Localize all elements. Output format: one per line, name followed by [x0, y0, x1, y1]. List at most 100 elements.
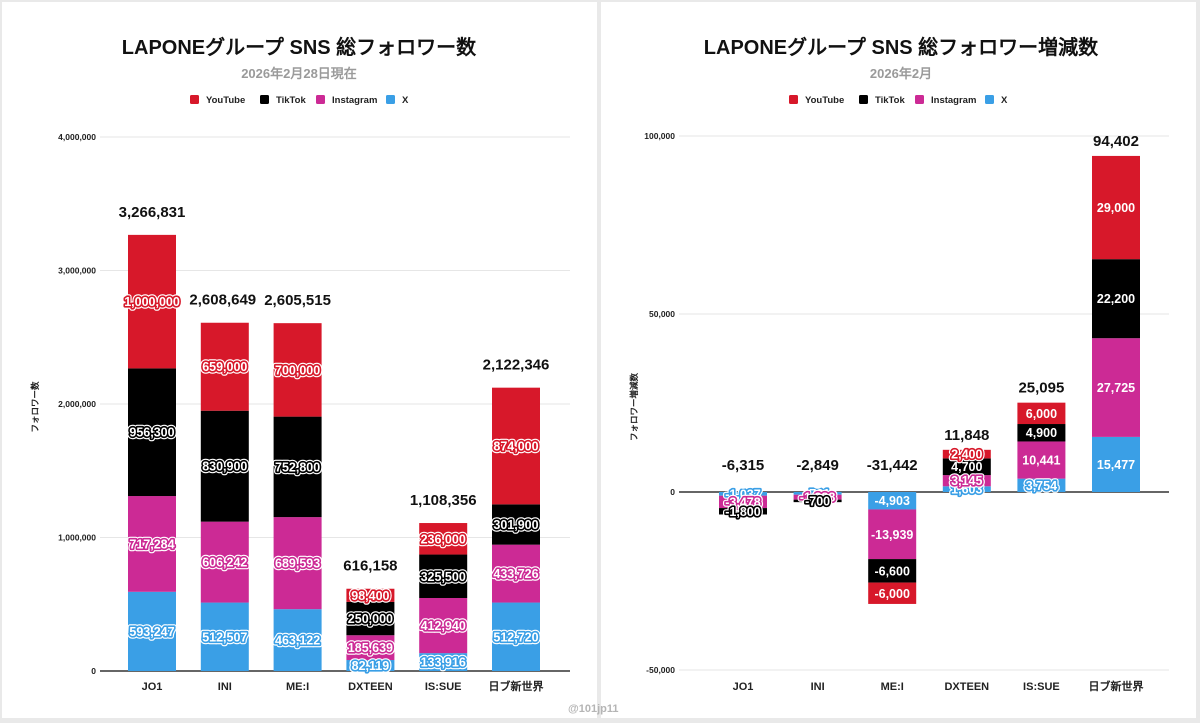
bar-segment-instagram — [273, 517, 322, 610]
bars — [128, 234, 540, 671]
x-category-label: ME:I — [881, 681, 904, 693]
bar-segment-tiktok — [942, 458, 991, 476]
data-label-youtube: 236,000 — [421, 532, 466, 546]
data-label-tiktok: 250,000 — [348, 612, 393, 626]
data-label-halo: 412,940 — [421, 619, 466, 633]
bar-segment-instagram — [793, 494, 842, 500]
legend-swatch — [985, 95, 994, 104]
total-label: -6,315 — [722, 457, 765, 474]
bar-stack-jo1 — [719, 492, 767, 515]
bar-segment-x — [1017, 478, 1066, 492]
bar-segment-youtube — [1017, 402, 1066, 425]
total-label: 11,848 — [944, 427, 989, 444]
bar-stack-ini — [200, 322, 249, 671]
y-tick-label: 100,000 — [644, 131, 675, 141]
data-label-tiktok: -1,800 — [725, 505, 760, 519]
y-tick-label: 50,000 — [649, 309, 675, 319]
y-tick-label: 0 — [91, 666, 96, 676]
data-label-x: 3,754 — [1026, 479, 1057, 493]
total-label: 25,095 — [1018, 380, 1064, 397]
bar-segment-youtube — [346, 588, 395, 602]
bar-stack-me-i — [273, 323, 322, 671]
bar-segment-tiktok — [1017, 424, 1066, 442]
data-label-halo: 250,000 — [348, 612, 393, 626]
data-label-x: -761 — [805, 487, 830, 501]
chart-panel-follower-change: LAPONEグループ SNS 総フォロワー増減数 2026年2月 YouTube… — [601, 2, 1196, 718]
bar-segment-x — [793, 492, 842, 495]
data-label-halo: 1,000,000 — [124, 295, 180, 309]
bar-segment-tiktok — [419, 554, 468, 598]
x-category-label: ME:I — [286, 681, 309, 693]
data-label-halo: 3,754 — [1026, 479, 1057, 493]
data-label-halo: 433,726 — [493, 567, 538, 581]
data-label-instagram: -3,478 — [725, 495, 760, 509]
data-label-halo: 689,593 — [275, 557, 320, 571]
gridlines — [100, 136, 570, 672]
legend-item-instagram: Instagram — [316, 95, 377, 106]
data-label-halo: 185,639 — [348, 641, 393, 655]
x-category-label: IS:SUE — [425, 681, 462, 693]
data-label-tiktok: 22,200 — [1097, 292, 1135, 306]
data-label-youtube: 98,400 — [351, 589, 389, 603]
total-label: 2,605,515 — [264, 292, 331, 309]
chart-follower-change: LAPONEグループ SNS 総フォロワー増減数 2026年2月 YouTube… — [629, 35, 1169, 693]
bar-segment-x — [273, 609, 322, 671]
data-label-halo: 133,916 — [421, 656, 466, 670]
bar-segment-youtube — [1092, 155, 1140, 260]
data-label-halo: -1,037 — [725, 487, 760, 501]
bar-segment-instagram — [942, 475, 991, 487]
data-label-tiktok: 956,300 — [129, 426, 174, 440]
chart-title: LAPONEグループ SNS 総フォロワー数 — [122, 35, 477, 59]
bar-segment-instagram — [128, 496, 176, 592]
legend-item-youtube: YouTube — [789, 95, 844, 106]
data-label-halo: 874,000 — [493, 440, 538, 454]
legend-label: YouTube — [805, 95, 844, 106]
total-label: -31,442 — [867, 457, 918, 474]
x-category-label: DXTEEN — [348, 681, 393, 693]
legend: YouTube TikTok Instagram X — [190, 95, 409, 106]
x-category-label: INI — [811, 681, 825, 693]
y-axis-ticks: 0 1,000,000 2,000,000 3,000,000 4,000,000 — [58, 132, 96, 676]
bar-segment-instagram — [492, 544, 540, 603]
legend-label: Instagram — [332, 95, 377, 106]
legend-swatch — [789, 95, 798, 104]
x-category-label: JO1 — [733, 681, 754, 693]
bar-stack-ini — [793, 492, 842, 503]
bar-segment-x — [128, 591, 176, 671]
data-label-instagram: 412,940 — [421, 619, 466, 633]
data-label-tiktok: 752,800 — [275, 460, 320, 474]
total-label: 1,108,356 — [410, 492, 477, 509]
data-label-youtube: 874,000 — [493, 440, 538, 454]
data-label-tiktok: 301,900 — [493, 518, 538, 532]
bar-segment-x — [868, 492, 917, 510]
chart-total-followers: LAPONEグループ SNS 総フォロワー数 2026年2月28日現在 YouT… — [30, 35, 570, 693]
y-tick-label: 1,000,000 — [58, 533, 96, 543]
y-tick-label: -50,000 — [646, 665, 675, 675]
data-label-instagram: 717,284 — [129, 537, 174, 551]
data-label-tiktok: 4,900 — [1026, 426, 1057, 440]
data-label-x: 15,477 — [1097, 458, 1135, 472]
data-label-halo: 325,500 — [421, 570, 466, 584]
data-label-halo: -700 — [805, 494, 830, 508]
data-label-halo: -761 — [805, 487, 830, 501]
legend-label: X — [402, 95, 409, 106]
bar-segment-tiktok — [200, 410, 249, 522]
legend-label: TikTok — [276, 95, 306, 106]
bar-stack-is-sue — [1017, 402, 1066, 492]
bar-segment-tiktok — [1092, 259, 1140, 339]
data-label-halo: 830,900 — [202, 460, 247, 474]
data-label-x: 82,119 — [352, 659, 390, 673]
legend-item-x: X — [985, 95, 1008, 106]
data-label-youtube: 2,400 — [951, 448, 982, 462]
data-label-youtube: 700,000 — [275, 363, 320, 377]
bar-stack-jo1 — [128, 234, 176, 671]
bar-segment-tiktok — [346, 601, 395, 636]
data-label-halo: 700,000 — [275, 363, 320, 377]
data-labels: 593,247593,247717,284717,284956,300956,3… — [119, 204, 550, 676]
bar-segment-tiktok — [273, 416, 322, 518]
bar-segment-x — [1092, 436, 1140, 492]
data-label-halo: 0 — [740, 475, 747, 489]
chart-subtitle: 2026年2月28日現在 — [241, 66, 357, 81]
y-tick-label: 3,000,000 — [58, 266, 96, 276]
legend-swatch — [386, 95, 395, 104]
